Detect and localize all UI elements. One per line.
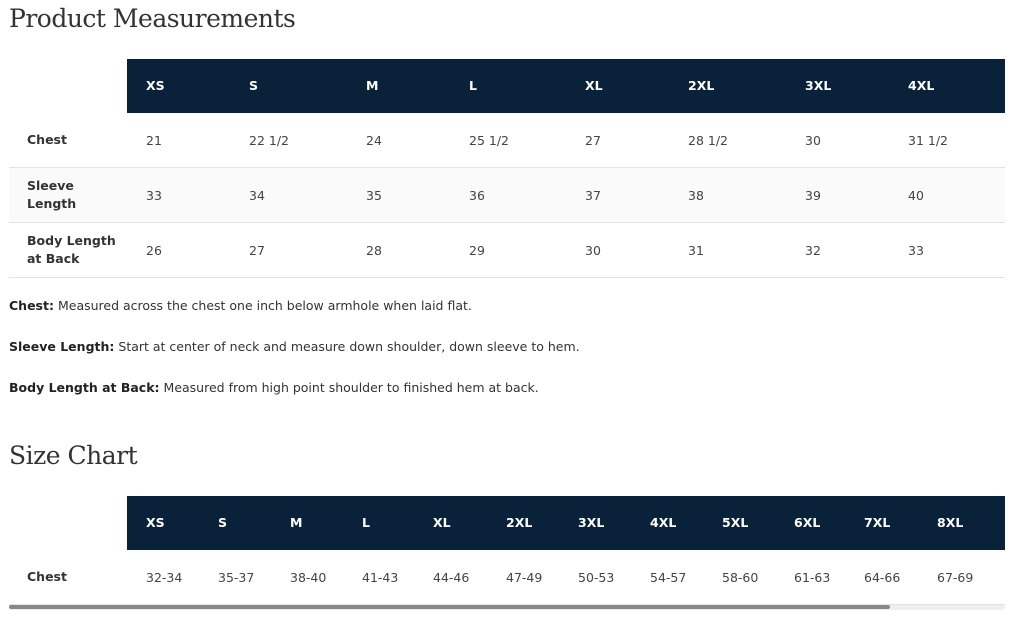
- table-cell: 25 1/2: [469, 132, 509, 148]
- table-cell: 32: [805, 242, 821, 258]
- table-cell: 22 1/2: [249, 132, 289, 148]
- column-header: XL: [433, 515, 451, 530]
- table-cell: 33: [908, 242, 924, 258]
- table-cell: 38: [688, 187, 704, 203]
- column-header: XS: [146, 515, 165, 530]
- scrollbar-thumb[interactable]: [9, 605, 890, 609]
- column-header: 5XL: [722, 515, 749, 530]
- table-row: [9, 550, 1005, 605]
- column-header: 4XL: [650, 515, 677, 530]
- note-text: Measured from high point shoulder to fin…: [163, 380, 539, 395]
- table-cell: 30: [585, 242, 601, 258]
- column-header: 4XL: [908, 78, 935, 93]
- table-cell: 37: [585, 187, 601, 203]
- table-cell: 40: [908, 187, 924, 203]
- column-header: 8XL: [937, 515, 964, 530]
- table-row: [9, 168, 1005, 223]
- table-cell: 41-43: [362, 569, 399, 585]
- table-row: [9, 223, 1005, 278]
- table-cell: 39: [805, 187, 821, 203]
- row-label: Sleeve Length: [27, 178, 77, 211]
- table-cell: 26: [146, 242, 162, 258]
- table-cell: 28 1/2: [688, 132, 728, 148]
- table-cell: 32-34: [146, 569, 183, 585]
- section-title: Product Measurements: [9, 4, 296, 33]
- table-cell: 31: [688, 242, 704, 258]
- table-cell: 28: [366, 242, 382, 258]
- column-header: S: [249, 78, 259, 93]
- column-header: XS: [146, 78, 165, 93]
- column-header: 3XL: [805, 78, 832, 93]
- table-cell: 31 1/2: [908, 132, 948, 148]
- column-header: XL: [585, 78, 603, 93]
- column-header: S: [218, 515, 228, 530]
- row-label: Chest: [27, 132, 67, 147]
- table-cell: 30: [805, 132, 821, 148]
- column-header: 6XL: [794, 515, 821, 530]
- table-cell: 24: [366, 132, 382, 148]
- table-row: [9, 113, 1005, 168]
- scrollbar-track[interactable]: [9, 604, 1005, 610]
- table-header: [127, 496, 1005, 550]
- table-cell: 67-69: [937, 569, 974, 585]
- note-text: Start at center of neck and measure down…: [118, 339, 580, 354]
- column-header: L: [469, 78, 477, 93]
- column-header: M: [366, 78, 379, 93]
- table-cell: 34: [249, 187, 265, 203]
- table-cell: 33: [146, 187, 162, 203]
- note-term: Sleeve Length:: [9, 339, 115, 354]
- table-cell: 54-57: [650, 569, 687, 585]
- note-term: Chest:: [9, 298, 54, 313]
- table-cell: 27: [585, 132, 601, 148]
- table-cell: 44-46: [433, 569, 470, 585]
- table-cell: 35-37: [218, 569, 255, 585]
- row-label: Body Length at Back: [27, 233, 116, 266]
- note-term: Body Length at Back:: [9, 380, 160, 395]
- table-cell: 21: [146, 132, 162, 148]
- table-cell: 29: [469, 242, 485, 258]
- table-cell: 27: [249, 242, 265, 258]
- table-cell: 38-40: [290, 569, 327, 585]
- note: Sleeve Length: Start at center of neck an…: [9, 339, 580, 354]
- section-title: Size Chart: [9, 441, 138, 470]
- column-header: 2XL: [506, 515, 533, 530]
- column-header: M: [290, 515, 303, 530]
- table-header: [127, 59, 1005, 113]
- note: Body Length at Back: Measured from high p…: [9, 380, 539, 395]
- table-cell: 50-53: [578, 569, 615, 585]
- table-cell: 64-66: [864, 569, 901, 585]
- table-cell: 35: [366, 187, 382, 203]
- table-cell: 58-60: [722, 569, 759, 585]
- note-text: Measured across the chest one inch below…: [57, 298, 472, 313]
- row-label: Chest: [27, 569, 67, 584]
- column-header: 3XL: [578, 515, 605, 530]
- column-header: L: [362, 515, 370, 530]
- column-header: 7XL: [864, 515, 891, 530]
- table-cell: 47-49: [506, 569, 543, 585]
- table-cell: 61-63: [794, 569, 831, 585]
- column-header: 2XL: [688, 78, 715, 93]
- table-cell: 36: [469, 187, 485, 203]
- note: Chest: Measured across the chest one inch…: [9, 298, 472, 313]
